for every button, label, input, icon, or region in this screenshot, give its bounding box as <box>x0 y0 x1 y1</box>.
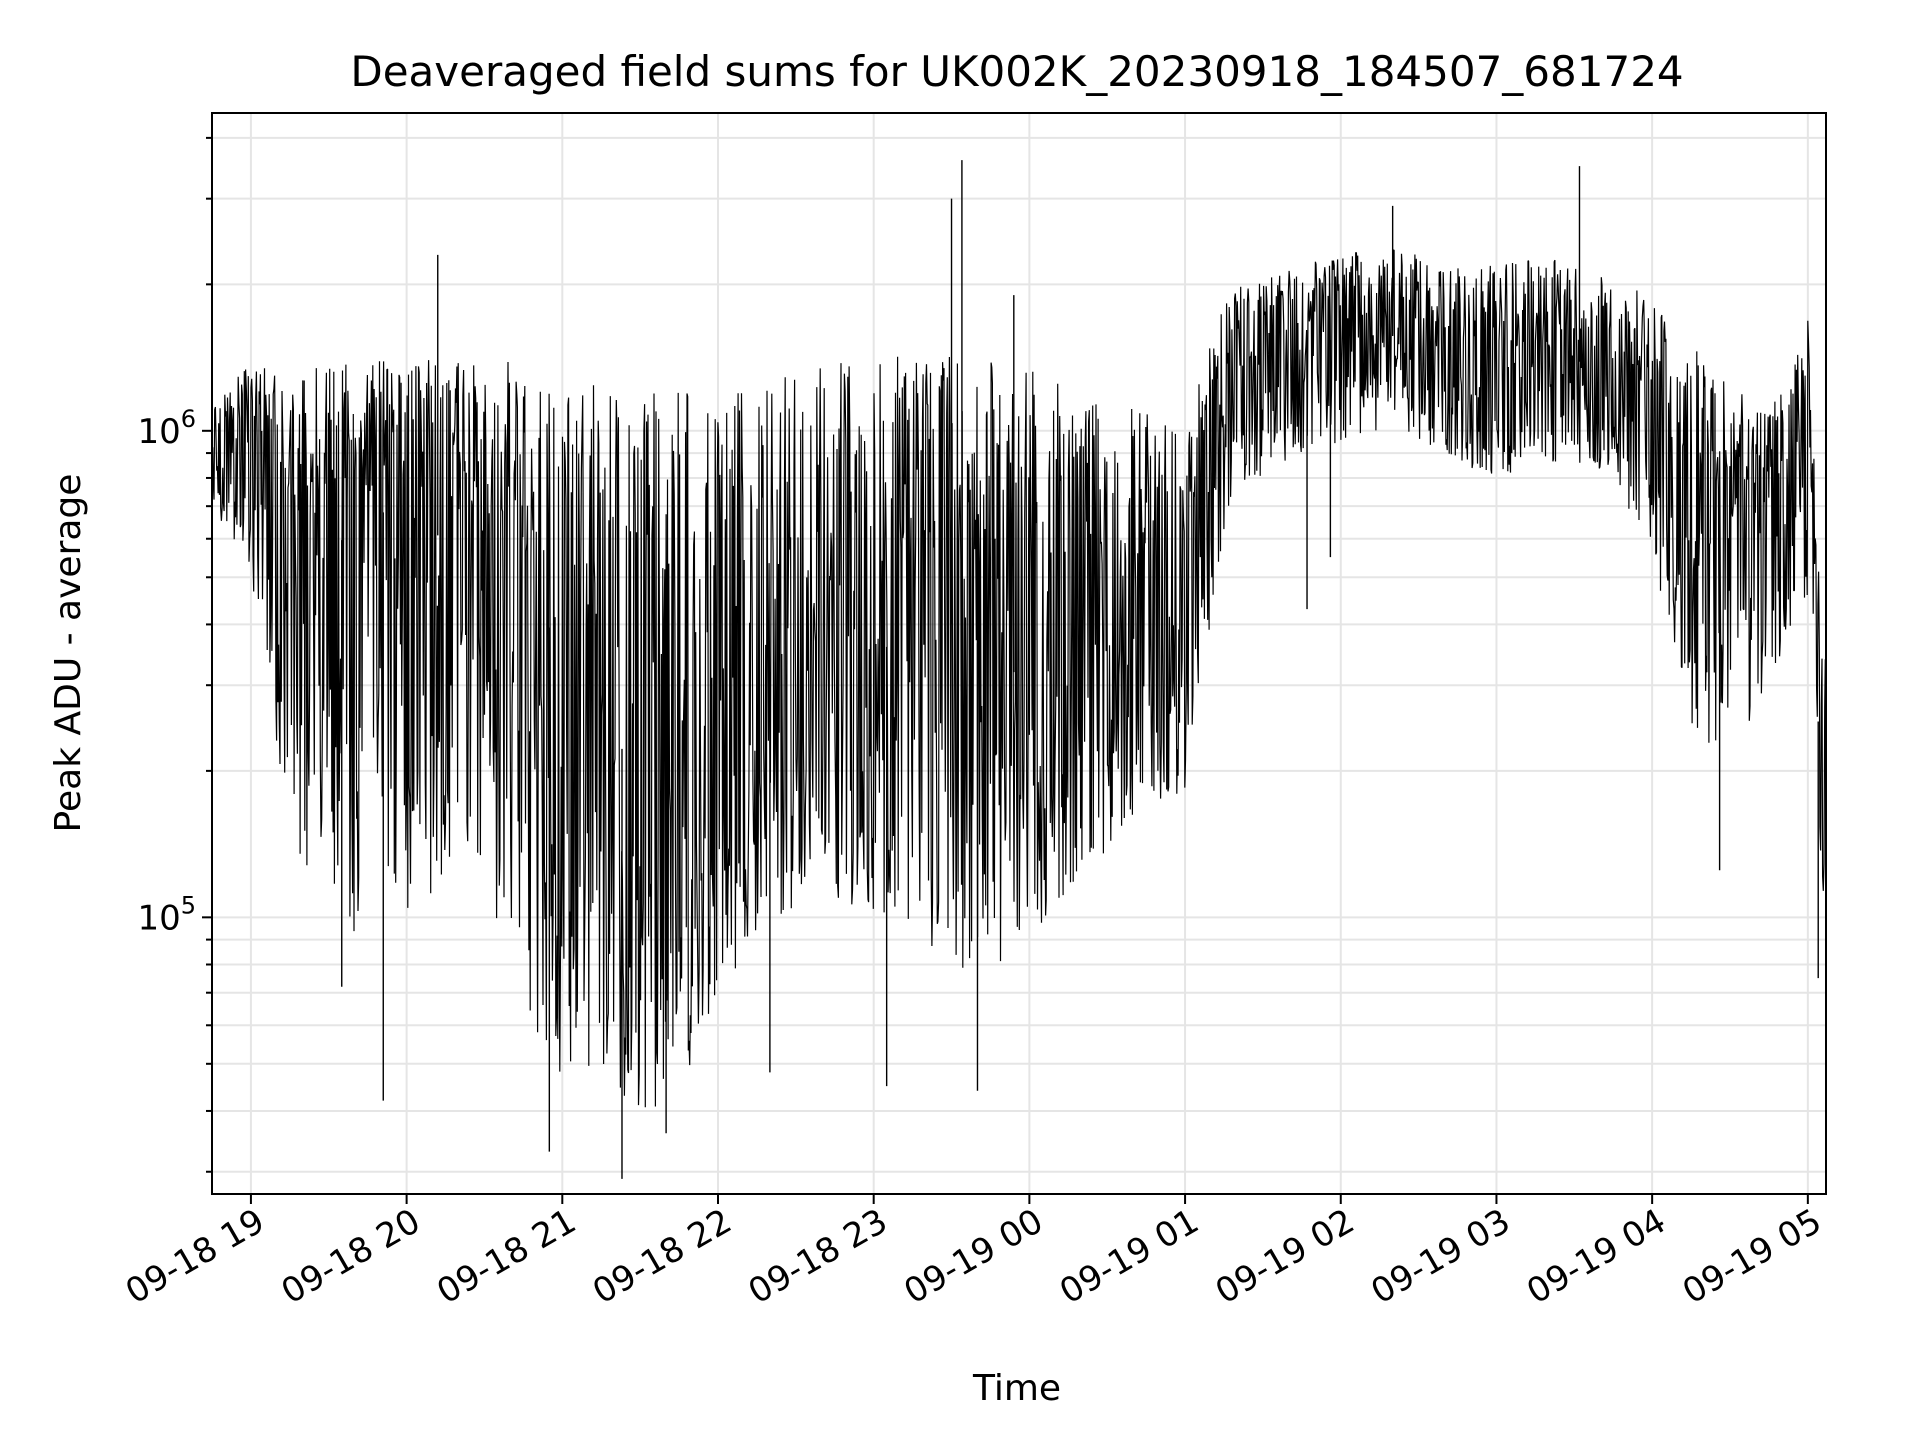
y-axis-label: Peak ADU - average <box>48 474 89 833</box>
y-tick-exponent: 6 <box>181 405 196 433</box>
y-tick-exponent: 5 <box>181 891 196 919</box>
data-layer <box>211 160 1827 1179</box>
y-tick-label: 106 <box>137 405 196 452</box>
chart-title: Deaveraged field sums for UK002K_2023091… <box>350 47 1683 96</box>
x-axis-label: Time <box>972 1368 1061 1409</box>
y-tick-label: 105 <box>137 891 196 938</box>
ticks-layer <box>202 136 1809 1204</box>
plot-frame <box>211 112 1827 1195</box>
y-tick-base: 10 <box>137 412 180 452</box>
y-tick-base: 10 <box>137 898 180 938</box>
series-line <box>211 249 1827 1108</box>
